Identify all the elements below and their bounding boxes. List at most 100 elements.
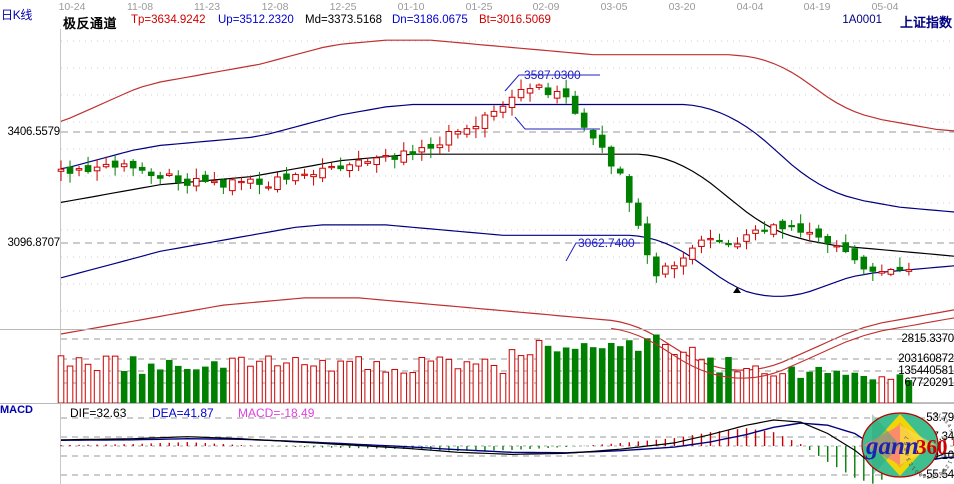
candle <box>544 87 552 96</box>
candle <box>102 163 110 168</box>
candle <box>463 128 471 135</box>
symbol-code-label: 1A0001 <box>842 14 882 26</box>
macd-chart-canvas <box>60 417 954 484</box>
volume-bar <box>391 368 399 404</box>
price-chart-panel[interactable]: 3406.5579 3096.8707 3587.0300 3062.7400 <box>0 29 954 371</box>
candle <box>833 245 841 248</box>
candle <box>860 256 868 270</box>
volume-bar <box>833 370 841 404</box>
svg-text:3: 3 <box>906 456 913 462</box>
candle <box>842 242 850 253</box>
candle <box>292 173 299 182</box>
candle <box>571 95 579 114</box>
svg-text:6: 6 <box>949 433 952 438</box>
svg-text:8: 8 <box>950 445 952 448</box>
volume-bar <box>698 359 705 404</box>
candle <box>698 239 705 247</box>
candle <box>400 150 408 163</box>
volume-bar <box>797 377 804 404</box>
candle <box>229 179 236 192</box>
candle <box>75 168 83 171</box>
price-axis-labels: 3406.5579 3096.8707 <box>0 29 60 330</box>
indicator-param-0: Tp=3634.9242 <box>131 14 206 26</box>
indicator-param-1: Up=3512.2320 <box>218 14 294 26</box>
price-annotation-1: 3062.7400 <box>578 236 635 250</box>
svg-text:2: 2 <box>940 416 946 423</box>
volume-bar <box>220 367 227 404</box>
candle <box>824 235 832 244</box>
candle <box>138 166 146 171</box>
candle <box>238 180 245 184</box>
candle <box>680 257 687 267</box>
volume-bar <box>851 372 859 404</box>
svg-text:4: 4 <box>945 423 952 429</box>
date-tick-11: 04-19 <box>803 1 831 13</box>
price-axis-label-1: 3096.8707 <box>7 237 60 249</box>
macd-axis-label-3: -55.54 <box>922 469 954 481</box>
svg-text:6: 6 <box>904 442 910 445</box>
macd-histogram <box>60 428 954 484</box>
candle <box>373 157 381 166</box>
volume-bar <box>174 365 182 404</box>
volume-bar <box>183 369 191 404</box>
volume-axis-label-2: 135440581 <box>898 365 954 377</box>
volume-bar <box>310 365 317 404</box>
candle <box>283 173 290 180</box>
volume-bar <box>779 373 786 404</box>
svg-text:1: 1 <box>911 464 917 471</box>
svg-text:7: 7 <box>950 439 952 443</box>
svg-text:1: 1 <box>937 413 942 420</box>
candle <box>256 178 263 185</box>
date-tick-7: 02-09 <box>532 1 560 13</box>
volume-bar <box>436 356 444 404</box>
volume-bar <box>463 361 471 404</box>
volume-bar <box>211 361 218 404</box>
candlestick-series <box>57 79 913 283</box>
date-tick-2: 11-23 <box>193 1 221 13</box>
volume-bar <box>562 347 570 404</box>
kline-mode-label[interactable]: 日K线 <box>1 8 33 22</box>
volume-bar <box>355 356 362 404</box>
svg-text:2: 2 <box>908 461 915 467</box>
candle <box>553 90 561 99</box>
candle <box>165 173 173 177</box>
date-tick-1: 11-08 <box>126 1 154 13</box>
volume-bar <box>815 366 822 404</box>
volume-bar <box>238 356 245 404</box>
volume-chart-panel[interactable] <box>0 317 954 404</box>
volume-bar <box>409 372 417 404</box>
volume-bar <box>625 340 633 404</box>
candle <box>743 234 750 242</box>
volume-chart-canvas <box>57 317 954 404</box>
dea-line <box>60 422 954 462</box>
gann360-logo: gann 360 0123456789012345678901234567 <box>856 408 952 482</box>
svg-text:0: 0 <box>933 412 937 418</box>
candle <box>193 177 200 187</box>
volume-bar <box>111 355 119 404</box>
candle <box>734 243 741 248</box>
candle <box>662 265 669 275</box>
macd-title-label[interactable]: MACD <box>0 404 33 416</box>
svg-text:9: 9 <box>918 470 923 477</box>
candle <box>418 147 426 153</box>
candle <box>526 88 534 94</box>
band-line-1 <box>60 103 954 213</box>
volume-bar <box>319 359 326 404</box>
macd-chart-panel[interactable] <box>0 404 954 484</box>
candle <box>156 175 164 179</box>
svg-text:5: 5 <box>934 471 939 478</box>
volume-bar <box>165 359 173 404</box>
macd-param-0: DIF=32.63 <box>70 406 127 420</box>
candle <box>869 266 877 272</box>
candle <box>391 156 399 160</box>
candle <box>878 271 886 274</box>
date-tick-6: 01-25 <box>465 1 493 13</box>
candle <box>761 229 768 232</box>
volume-bar <box>770 375 777 404</box>
indicator-name-label[interactable]: 极反通道 <box>63 16 118 31</box>
volume-bar <box>138 373 146 404</box>
divider-volume-macd <box>0 403 954 404</box>
macd-axis-label-0: 53.79 <box>926 412 954 424</box>
candle <box>454 131 462 135</box>
candle <box>310 174 317 178</box>
